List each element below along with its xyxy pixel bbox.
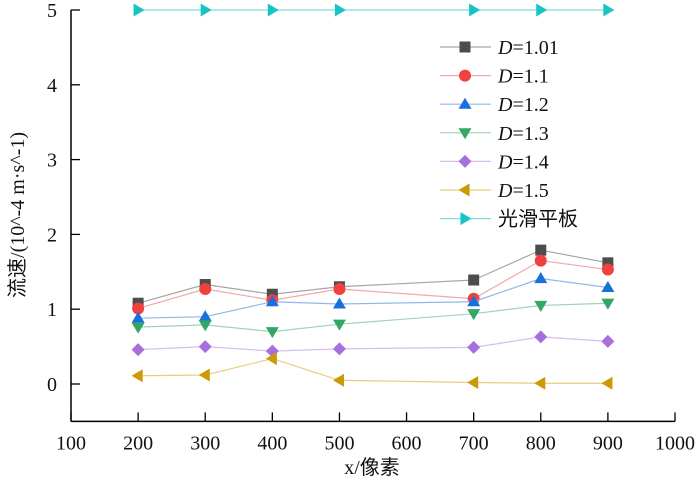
triangle-right-marker [133,3,145,17]
legend-item: D=1.3 [440,123,549,145]
series-3 [131,272,615,323]
triangle-up-marker [534,272,548,284]
square-marker [535,244,547,256]
legend-item: D=1.4 [440,151,549,173]
triangle-right-marker [603,3,615,17]
y-tick-label: 3 [47,150,57,172]
legend-label: D=1.1 [497,66,549,88]
legend-item: 光滑平板 [440,208,578,231]
diamond-marker [332,342,346,356]
triangle-up-marker [198,310,212,322]
triangle-left-marker [198,368,210,382]
circle-marker [601,263,614,276]
x-tick-label: 800 [526,432,556,454]
y-tick-label: 4 [47,75,57,97]
triangle-left-marker [467,376,479,390]
triangle-up-marker [458,97,472,109]
axes: 0 1 2 3 4 5 100 200 300 400 500 600 700 800 900 1000 [47,0,695,454]
triangle-up-marker [601,281,615,293]
y-tick-label: 2 [47,224,57,246]
x-tick-label: 900 [593,432,623,454]
diamond-marker [458,154,472,168]
legend: D=1.01 D=1.1 D=1.2 D=1.3 D=1.4 D=1.5 光滑平板 [440,37,578,231]
triangle-up-marker [265,295,279,307]
series-5 [131,330,615,358]
diamond-marker [534,330,548,344]
x-tick-label: 1000 [655,432,695,454]
square-marker [468,274,480,286]
x-tick-label: 200 [123,432,153,454]
triangle-down-marker [534,300,548,312]
triangle-left-marker [265,352,277,366]
triangle-right-marker [267,3,279,17]
series-4 [131,298,615,339]
triangle-up-marker [332,297,346,309]
triangle-down-marker [467,309,481,321]
triangle-down-marker [131,322,145,334]
circle-marker [534,254,547,267]
legend-label: 光滑平板 [498,208,578,231]
square-marker [602,257,614,269]
diamond-marker [131,343,145,357]
y-axis-title: 流速/(10^-4 m·s^-1) [6,132,29,298]
circle-marker [199,283,212,296]
triangle-right-marker [334,3,346,17]
x-tick-label: 600 [392,432,422,454]
triangle-down-marker [458,128,472,140]
diamond-marker [467,340,481,354]
y-tick-label: 1 [47,299,57,321]
circle-marker [132,302,145,315]
triangle-up-marker [467,295,481,307]
x-axis-title: x/像素 [344,456,400,479]
legend-label: D=1.3 [497,123,549,145]
x-tick-label: 400 [257,432,287,454]
triangle-down-marker [198,320,212,332]
triangle-left-marker [458,183,470,197]
series-7 [133,3,615,17]
y-tick-label: 0 [47,374,57,396]
triangle-down-marker [601,298,615,310]
legend-item: D=1.01 [440,37,559,59]
legend-item: D=1.1 [440,66,549,88]
triangle-left-marker [601,376,613,390]
x-tick-label: 700 [459,432,489,454]
triangle-left-marker [332,373,344,387]
legend-item: D=1.2 [440,94,549,116]
triangle-right-marker [200,3,212,17]
y-tick-label: 5 [47,0,57,22]
triangle-left-marker [534,376,546,390]
x-tick-label: 300 [190,432,220,454]
diamond-marker [198,340,212,354]
circle-marker [333,283,346,296]
x-tick-label: 500 [324,432,354,454]
triangle-right-marker [536,3,548,17]
triangle-down-marker [265,327,279,339]
circle-marker [459,69,471,82]
legend-item: D=1.5 [440,180,549,202]
legend-label: D=1.5 [497,180,549,202]
triangle-right-marker [460,212,472,226]
triangle-up-marker [131,311,145,323]
legend-label: D=1.2 [497,94,549,116]
legend-label: D=1.01 [497,37,559,59]
series-group [131,3,615,390]
legend-label: D=1.4 [497,151,549,173]
triangle-left-marker [131,369,143,383]
x-tick-label: 100 [56,432,86,454]
triangle-right-marker [469,3,481,17]
square-marker [459,41,471,53]
series-6 [131,352,613,390]
diamond-marker [601,334,615,348]
triangle-down-marker [332,319,346,331]
